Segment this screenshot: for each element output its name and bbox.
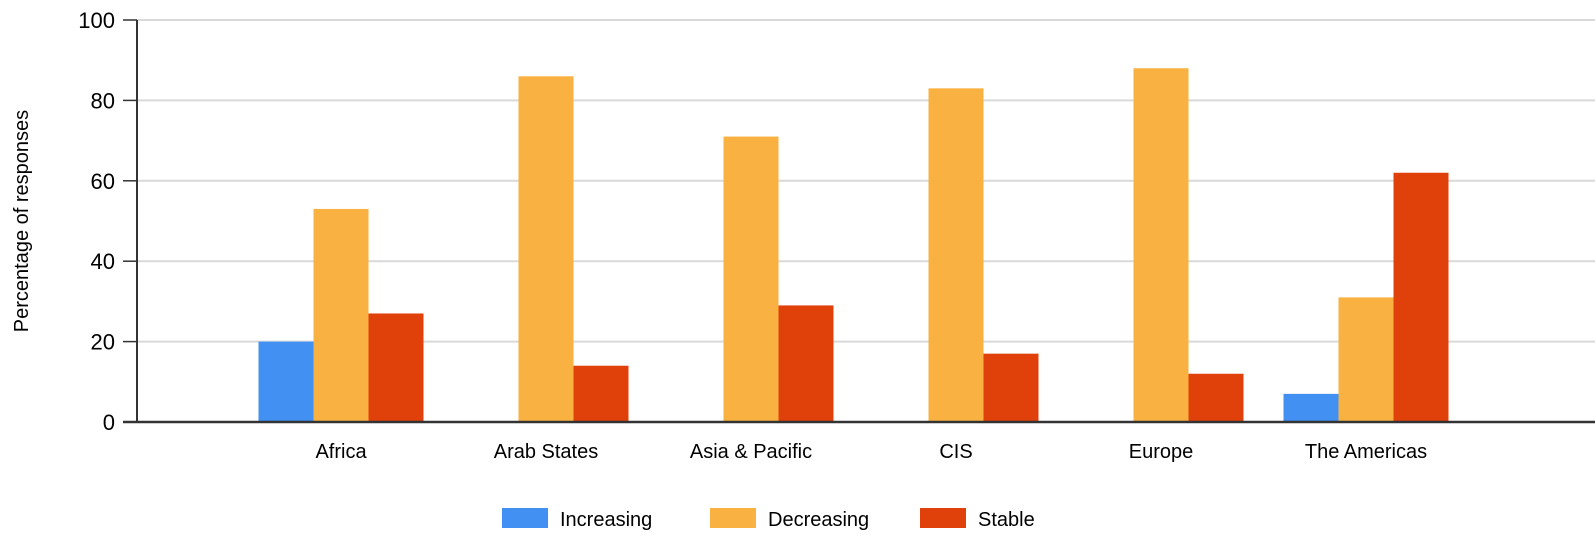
- y-tick-label: 40: [91, 249, 115, 274]
- y-tick-label: 100: [78, 8, 115, 33]
- bar-increasing-africa: [258, 341, 314, 422]
- bar-stable-arab-states: [573, 365, 629, 422]
- bar-stable-asia-pacific: [778, 305, 834, 422]
- axes: [123, 19, 1595, 424]
- bar-decreasing-europe: [1133, 68, 1189, 423]
- bar-decreasing-arab-states: [518, 76, 574, 422]
- legend-swatch-stable: [920, 508, 966, 528]
- bar-decreasing-cis: [928, 88, 984, 422]
- bar-decreasing-asia-pacific: [723, 136, 779, 422]
- bar-increasing-the-americas: [1283, 393, 1339, 422]
- bar-decreasing-the-americas: [1338, 297, 1394, 422]
- bar-decreasing-africa: [313, 208, 369, 422]
- y-tick-label: 80: [91, 88, 115, 113]
- legend-swatch-decreasing: [710, 508, 756, 528]
- legend-label-increasing: Increasing: [560, 509, 652, 531]
- legend-label-stable: Stable: [978, 509, 1035, 531]
- x-tick-label: Europe: [1129, 441, 1194, 463]
- legend-label-decreasing: Decreasing: [768, 509, 869, 531]
- legend: Increasing Decreasing Stable: [502, 508, 1035, 531]
- y-tick-label: 20: [91, 330, 115, 355]
- x-tick-label: Africa: [315, 441, 367, 463]
- labels: 0 20 40 60 80 100 Africa Arab States Asia & Paci…: [78, 8, 1427, 463]
- bar-stable-cis: [983, 353, 1039, 422]
- bars: [258, 68, 1449, 423]
- legend-swatch-increasing: [502, 508, 548, 528]
- x-tick-label: The Americas: [1305, 441, 1427, 463]
- x-tick-label: Asia & Pacific: [690, 441, 812, 463]
- y-axis-title: Percentage of responses: [11, 110, 33, 332]
- x-tick-label: CIS: [939, 441, 972, 463]
- bar-stable-the-americas: [1393, 172, 1449, 422]
- y-tick-label: 60: [91, 169, 115, 194]
- bar-stable-africa: [368, 313, 424, 422]
- bar-stable-europe: [1188, 373, 1244, 422]
- y-tick-label: 0: [103, 410, 115, 435]
- x-tick-label: Arab States: [494, 441, 599, 463]
